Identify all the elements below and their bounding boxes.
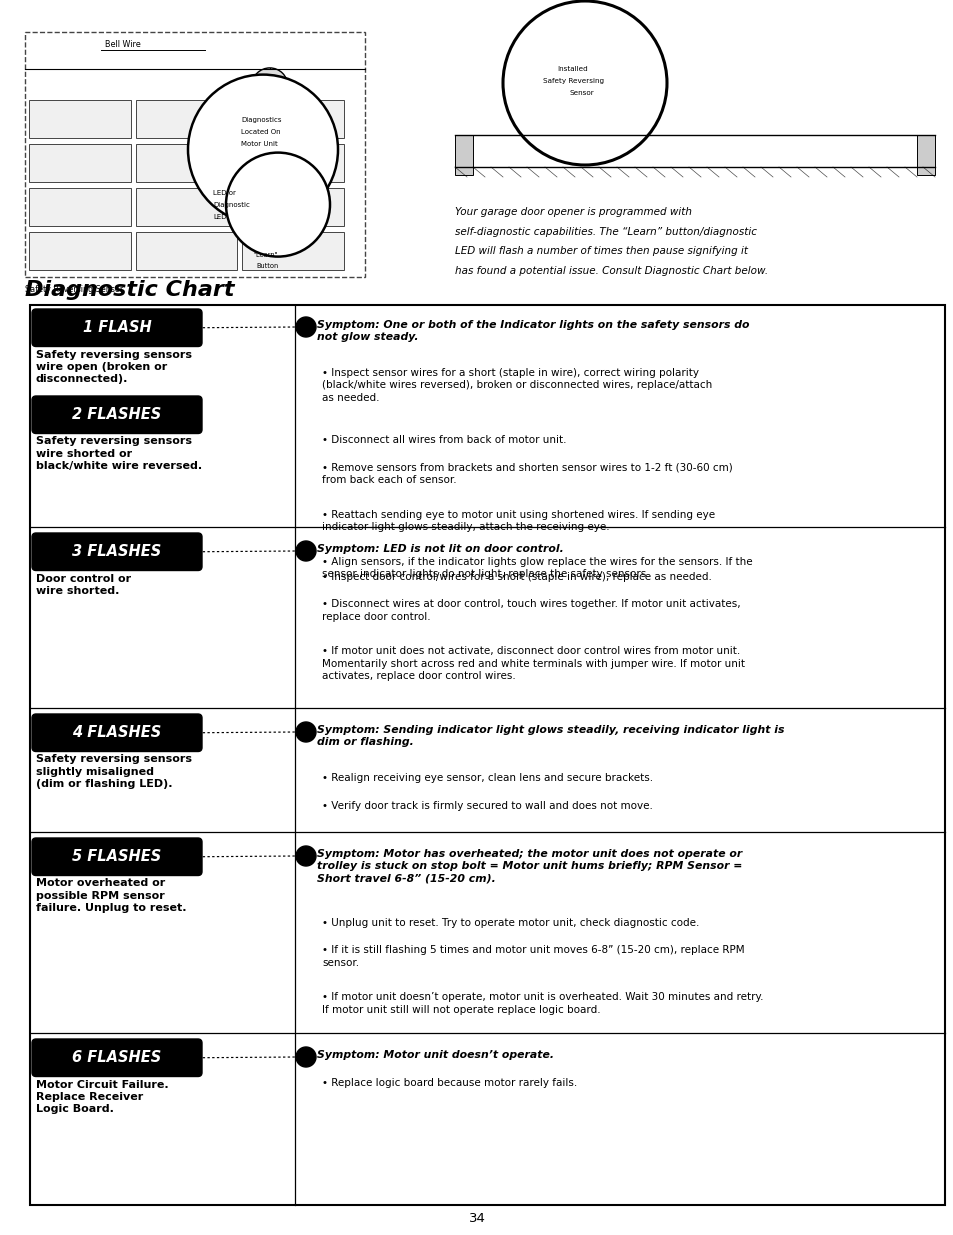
Text: Motor Unit: Motor Unit bbox=[241, 141, 277, 147]
Text: • Inspect door control/wires for a short (staple in wire), replace as needed.: • Inspect door control/wires for a short… bbox=[322, 572, 711, 582]
Text: Your garage door opener is programmed with: Your garage door opener is programmed wi… bbox=[455, 207, 691, 217]
Text: LED: LED bbox=[213, 214, 226, 220]
Text: 5 FLASHES: 5 FLASHES bbox=[72, 850, 161, 864]
Circle shape bbox=[295, 1047, 315, 1067]
Text: Installed: Installed bbox=[557, 65, 587, 72]
Text: Safety reversing sensors
wire open (broken or
disconnected).: Safety reversing sensors wire open (brok… bbox=[36, 350, 192, 384]
Text: Bell Wire: Bell Wire bbox=[105, 40, 141, 49]
Text: has found a potential issue. Consult Diagnostic Chart below.: has found a potential issue. Consult Dia… bbox=[455, 266, 767, 275]
Text: • If motor unit doesn’t operate, motor unit is overheated. Wait 30 minutes and r: • If motor unit doesn’t operate, motor u… bbox=[322, 992, 762, 1015]
Text: • Reattach sending eye to motor unit using shortened wires. If sending eye
indic: • Reattach sending eye to motor unit usi… bbox=[322, 510, 715, 532]
Text: • Inspect sensor wires for a short (staple in wire), correct wiring polarity
(bl: • Inspect sensor wires for a short (stap… bbox=[322, 368, 712, 403]
Bar bbox=[30, 305, 944, 1205]
Text: 3 FLASHES: 3 FLASHES bbox=[72, 545, 161, 559]
Bar bbox=[135, 188, 237, 226]
Bar bbox=[242, 100, 344, 137]
Text: OR: OR bbox=[86, 406, 109, 420]
Bar bbox=[242, 232, 344, 270]
Bar bbox=[242, 188, 344, 226]
Text: • Realign receiving eye sensor, clean lens and secure brackets.: • Realign receiving eye sensor, clean le… bbox=[322, 773, 653, 783]
Text: Safety Reversing: Safety Reversing bbox=[542, 78, 603, 84]
Circle shape bbox=[188, 74, 337, 225]
Text: Motor overheated or
possible RPM sensor
failure. Unplug to reset.: Motor overheated or possible RPM sensor … bbox=[36, 878, 186, 914]
Text: • Unplug unit to reset. Try to operate motor unit, check diagnostic code.: • Unplug unit to reset. Try to operate m… bbox=[322, 918, 699, 927]
Text: Located On: Located On bbox=[241, 128, 280, 135]
Text: LED will flash a number of times then pause signifying it: LED will flash a number of times then pa… bbox=[455, 246, 747, 256]
Text: • If motor unit does not activate, disconnect door control wires from motor unit: • If motor unit does not activate, disco… bbox=[322, 646, 744, 680]
Text: Button: Button bbox=[255, 263, 278, 268]
FancyBboxPatch shape bbox=[32, 396, 202, 433]
Bar bbox=[455, 135, 473, 175]
Text: Motor Circuit Failure.
Replace Receiver
Logic Board.: Motor Circuit Failure. Replace Receiver … bbox=[36, 1079, 169, 1114]
FancyBboxPatch shape bbox=[32, 309, 202, 347]
Bar bbox=[29, 100, 131, 137]
Text: • Remove sensors from brackets and shorten sensor wires to 1-2 ft (30-60 cm)
fro: • Remove sensors from brackets and short… bbox=[322, 462, 732, 485]
Text: 2 FLASHES: 2 FLASHES bbox=[72, 408, 161, 422]
FancyBboxPatch shape bbox=[32, 839, 202, 876]
Text: 6 FLASHES: 6 FLASHES bbox=[72, 1050, 161, 1066]
Bar bbox=[242, 143, 344, 182]
Circle shape bbox=[295, 722, 315, 742]
Text: Symptom: LED is not lit on door control.: Symptom: LED is not lit on door control. bbox=[316, 543, 563, 555]
Text: Symptom: Sending indicator light glows steadily, receiving indicator light is
di: Symptom: Sending indicator light glows s… bbox=[316, 725, 783, 747]
FancyBboxPatch shape bbox=[32, 714, 202, 752]
Bar bbox=[29, 143, 131, 182]
Text: Diagnostic: Diagnostic bbox=[213, 201, 250, 207]
Bar bbox=[29, 232, 131, 270]
Text: • Replace logic board because motor rarely fails.: • Replace logic board because motor rare… bbox=[322, 1077, 577, 1088]
Bar bbox=[29, 188, 131, 226]
FancyBboxPatch shape bbox=[32, 1039, 202, 1077]
Text: • Verify door track is firmly secured to wall and does not move.: • Verify door track is firmly secured to… bbox=[322, 800, 652, 810]
Circle shape bbox=[502, 1, 666, 165]
Bar bbox=[135, 143, 237, 182]
Text: Symptom: One or both of the Indicator lights on the safety sensors do
not glow s: Symptom: One or both of the Indicator li… bbox=[316, 320, 749, 342]
Text: • Disconnect all wires from back of motor unit.: • Disconnect all wires from back of moto… bbox=[322, 435, 566, 445]
FancyBboxPatch shape bbox=[32, 534, 202, 571]
Circle shape bbox=[295, 317, 315, 337]
Text: • Disconnect wires at door control, touch wires together. If motor unit activate: • Disconnect wires at door control, touc… bbox=[322, 599, 740, 621]
Text: Safety reversing sensors
wire shorted or
black/white wire reversed.: Safety reversing sensors wire shorted or… bbox=[36, 436, 202, 472]
Text: • If it is still flashing 5 times and motor unit moves 6-8” (15-20 cm), replace : • If it is still flashing 5 times and mo… bbox=[322, 945, 744, 967]
Text: Diagnostics: Diagnostics bbox=[241, 116, 281, 122]
Bar bbox=[135, 100, 237, 137]
Text: 4 FLASHES: 4 FLASHES bbox=[72, 725, 161, 740]
Text: 34: 34 bbox=[468, 1212, 485, 1225]
Bar bbox=[135, 232, 237, 270]
Text: self-diagnostic capabilities. The “Learn” button/diagnostic: self-diagnostic capabilities. The “Learn… bbox=[455, 226, 757, 236]
Text: Sensor: Sensor bbox=[568, 90, 593, 96]
Text: "Learn": "Learn" bbox=[253, 252, 277, 258]
Text: Symptom: Motor has overheated; the motor unit does not operate or
trolley is stu: Symptom: Motor has overheated; the motor… bbox=[316, 848, 741, 884]
Circle shape bbox=[252, 68, 288, 104]
Text: Safety reversing sensors
slightly misaligned
(dim or flashing LED).: Safety reversing sensors slightly misali… bbox=[36, 755, 192, 789]
Text: • Align sensors, if the indicator lights glow replace the wires for the sensors.: • Align sensors, if the indicator lights… bbox=[322, 557, 752, 579]
Bar bbox=[916, 135, 934, 175]
Text: Safety Reversing Sensor: Safety Reversing Sensor bbox=[25, 285, 123, 294]
Text: Symptom: Motor unit doesn’t operate.: Symptom: Motor unit doesn’t operate. bbox=[316, 1050, 554, 1060]
Text: Diagnostic Chart: Diagnostic Chart bbox=[25, 280, 234, 300]
Circle shape bbox=[295, 846, 315, 866]
Text: LED or: LED or bbox=[213, 190, 235, 195]
Text: 1 FLASH: 1 FLASH bbox=[83, 320, 152, 335]
Bar bbox=[25, 32, 365, 277]
Text: Door control or
wire shorted.: Door control or wire shorted. bbox=[36, 573, 131, 597]
Circle shape bbox=[295, 541, 315, 561]
Circle shape bbox=[226, 153, 330, 257]
